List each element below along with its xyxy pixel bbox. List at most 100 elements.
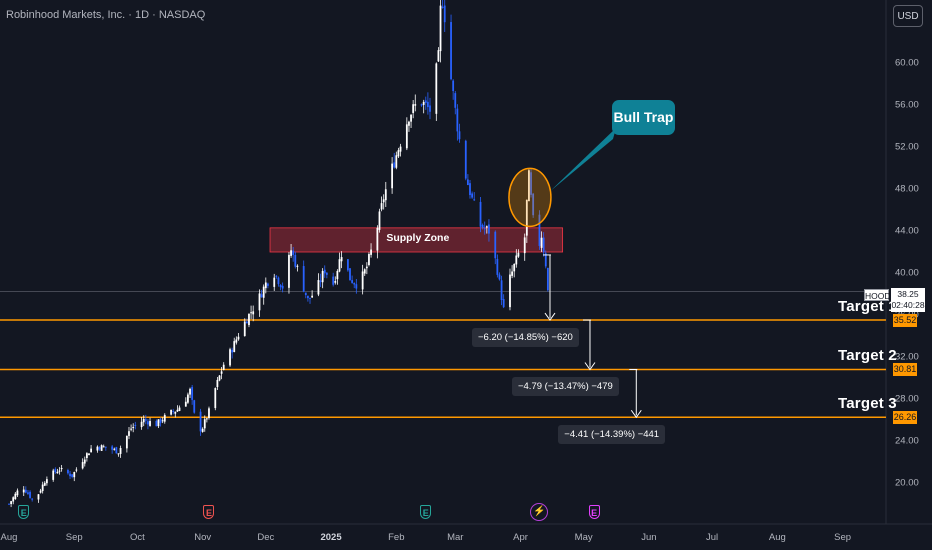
candle-body xyxy=(353,283,356,285)
earnings-down-icon: E xyxy=(203,505,215,519)
candle-body xyxy=(473,199,476,201)
candle-body xyxy=(104,446,107,448)
measure-label-1: −6.20 (−14.85%) −620 xyxy=(471,328,579,348)
y-tick-label: 60.00 xyxy=(895,57,919,69)
candle-body xyxy=(546,267,549,291)
candle-body xyxy=(252,311,255,315)
y-tick-label: 52.00 xyxy=(895,141,919,153)
candle-body xyxy=(515,255,518,265)
y-tick-label: 44.00 xyxy=(895,225,919,237)
candle-body xyxy=(349,268,351,281)
measure-arrow-head-2 xyxy=(584,362,596,371)
x-tick-label: Jun xyxy=(641,532,657,543)
measure-arrow-head-1 xyxy=(544,312,556,321)
candle-body xyxy=(365,266,368,269)
candle-body xyxy=(14,493,17,500)
candle-body xyxy=(395,155,398,168)
candle-body xyxy=(410,114,412,122)
y-tick-label: 20.00 xyxy=(895,477,919,489)
candle-body xyxy=(222,364,225,370)
y-tick-label: 48.00 xyxy=(895,183,919,195)
candle-body xyxy=(29,491,31,498)
y-tick-label: 56.00 xyxy=(895,99,919,111)
candle-body xyxy=(113,448,116,450)
candle-body xyxy=(260,294,263,298)
candle-body xyxy=(498,274,501,280)
candle-body xyxy=(243,321,246,337)
candle-body xyxy=(75,469,78,471)
candle-body xyxy=(454,93,457,108)
candle-body xyxy=(336,271,339,280)
candle-body xyxy=(296,265,299,267)
candle-body xyxy=(391,163,394,189)
measure-arrow-head-3 xyxy=(630,409,642,419)
candle-body xyxy=(39,490,42,493)
candle-body xyxy=(119,448,122,454)
candle-body xyxy=(67,470,69,474)
candle-body xyxy=(216,379,219,388)
candle-body xyxy=(130,428,132,430)
candle-body xyxy=(231,349,234,353)
candle-body xyxy=(174,411,177,414)
candle-body xyxy=(517,252,520,257)
x-tick-label: May xyxy=(574,532,593,543)
candle-body xyxy=(125,435,128,449)
candle-body xyxy=(323,269,326,274)
candle-body xyxy=(71,474,74,477)
candle-body xyxy=(424,100,427,103)
candle-body xyxy=(155,420,158,427)
candle-body xyxy=(511,271,513,276)
x-tick-label: Nov xyxy=(194,532,212,543)
candle-body xyxy=(382,199,385,203)
candle-body xyxy=(277,277,280,285)
candle-body xyxy=(229,349,231,366)
candle-body xyxy=(307,295,309,299)
supply-zone-label: Supply Zone xyxy=(386,231,450,244)
x-tick-label: Oct xyxy=(130,532,145,543)
candle-body xyxy=(479,201,482,227)
candle-body xyxy=(237,336,240,340)
candle-body xyxy=(441,6,444,8)
candle-body xyxy=(264,282,267,289)
candle-body xyxy=(443,5,446,23)
candle-body xyxy=(414,104,417,106)
candle-body xyxy=(426,101,429,108)
candle-body xyxy=(405,124,408,149)
x-tick-label: Feb xyxy=(388,532,405,543)
candle-body xyxy=(273,277,276,287)
candle-body xyxy=(83,459,86,464)
candle-body xyxy=(380,203,383,210)
candle-body xyxy=(142,418,145,423)
candle-body xyxy=(100,445,103,451)
candle-body xyxy=(96,446,99,451)
candle-body xyxy=(466,179,469,186)
candle-body xyxy=(435,63,438,114)
candle-body xyxy=(376,227,379,251)
currency-selector[interactable]: USD xyxy=(893,5,923,27)
candle-body xyxy=(399,146,402,152)
candle-body xyxy=(429,105,431,112)
candle-body xyxy=(56,471,59,474)
candle-body xyxy=(464,140,467,179)
candle-body xyxy=(73,472,76,478)
candle-body xyxy=(317,280,320,295)
candle-body xyxy=(90,448,92,453)
candle-body xyxy=(452,80,455,92)
candle-body xyxy=(233,341,236,352)
x-tick-label: 2025 xyxy=(320,532,342,543)
candle-body xyxy=(41,484,44,492)
candle-body xyxy=(420,104,423,106)
candle-body xyxy=(52,470,55,480)
candle-body xyxy=(267,283,269,286)
callout-pointer xyxy=(549,128,616,192)
candle-body xyxy=(530,172,532,195)
target-price-tag-1: 35.52 xyxy=(893,314,917,328)
candle-body xyxy=(176,409,179,412)
x-tick-label: Dec xyxy=(257,532,275,543)
candle-body xyxy=(361,271,364,290)
candle-body xyxy=(528,170,530,202)
candle-body xyxy=(370,249,372,255)
candle-body xyxy=(214,388,217,409)
candle-body xyxy=(235,339,238,343)
